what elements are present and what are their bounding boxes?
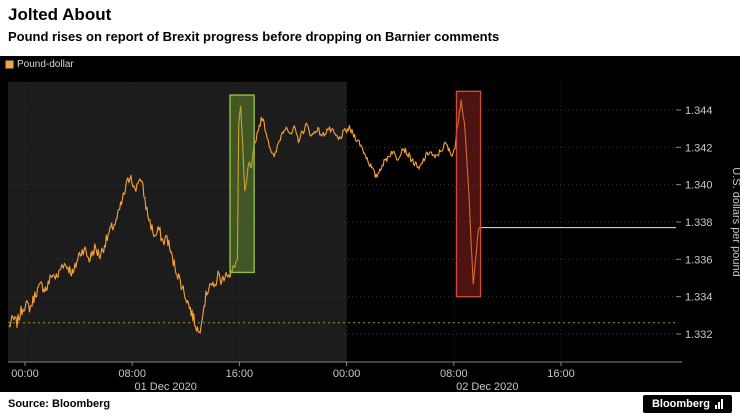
y-tick-label: 1.336 (685, 254, 713, 266)
y-axis-title: U.S. dollars per pound (730, 167, 740, 276)
source-attribution: Source: Bloomberg (8, 398, 111, 410)
price-chart: 1.344 1.342 1.340 1.338 1.336 1.334 1.332 00:00… (8, 82, 740, 392)
session-shade-01dec (8, 82, 347, 362)
x-date-label: 02 Dec 2020 (456, 381, 518, 392)
chart-subtitle: Pound rises on report of Brexit progress… (8, 29, 500, 44)
y-tick-label: 1.340 (685, 180, 713, 192)
y-tick-label: 1.342 (685, 142, 713, 154)
brexit-progress-spike (229, 94, 255, 274)
x-tick-label: 08:00 (118, 368, 146, 380)
chart-header: Jolted About Pound rises on report of Br… (0, 0, 740, 56)
x-tick-label: 16:00 (226, 368, 254, 380)
y-tick-label: 1.334 (685, 292, 713, 304)
legend-swatch-icon (5, 60, 14, 69)
barnier-comments-drop (455, 90, 482, 298)
x-tick-label: 16:00 (547, 368, 575, 380)
bloomberg-logo-text: Bloomberg (651, 398, 710, 410)
legend: Pound-dollar (5, 59, 74, 70)
y-tick-label: 1.338 (685, 217, 713, 229)
x-tick-label: 00:00 (11, 368, 39, 380)
x-tick-label: 08:00 (440, 368, 468, 380)
page-title: Jolted About (8, 5, 112, 24)
pound-dollar-line (8, 99, 480, 334)
x-date-label: 01 Dec 2020 (135, 381, 197, 392)
bloomberg-bars-icon (715, 399, 723, 409)
legend-label: Pound-dollar (17, 59, 74, 70)
bloomberg-logo: Bloomberg (642, 395, 732, 413)
chart-region: Pound-dollar 1.344 1.342 1.340 1.338 1.336 1.… (0, 56, 740, 392)
y-tick-label: 1.332 (685, 329, 713, 341)
y-tick-label: 1.344 (685, 105, 713, 117)
x-tick-label: 00:00 (333, 368, 361, 380)
chart-footer: Source: Bloomberg Bloomberg (0, 392, 740, 416)
